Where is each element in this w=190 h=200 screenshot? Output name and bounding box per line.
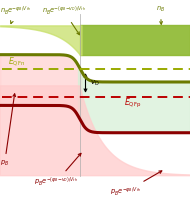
Text: $p_B$: $p_B$	[0, 94, 16, 168]
Text: $v_\mathrm{D}$: $v_\mathrm{D}$	[90, 78, 100, 88]
Text: $n_B$: $n_B$	[156, 5, 165, 24]
Text: $E_\mathrm{QFp}$: $E_\mathrm{QFp}$	[124, 97, 141, 110]
Text: $p_Be^{-(\varphi_B{-}v_D)/V_{th}}$: $p_Be^{-(\varphi_B{-}v_D)/V_{th}}$	[34, 153, 81, 188]
Text: $E_\mathrm{QFn}$: $E_\mathrm{QFn}$	[8, 56, 25, 68]
Text: $n_Be^{-\varphi_B/V_{th}}$: $n_Be^{-\varphi_B/V_{th}}$	[0, 5, 31, 24]
Text: $n_Be^{-(\varphi_B{-}v_D)/V_{th}}$: $n_Be^{-(\varphi_B{-}v_D)/V_{th}}$	[42, 5, 86, 35]
Text: $p_Be^{-\varphi_B/V_{th}}$: $p_Be^{-\varphi_B/V_{th}}$	[110, 171, 162, 198]
